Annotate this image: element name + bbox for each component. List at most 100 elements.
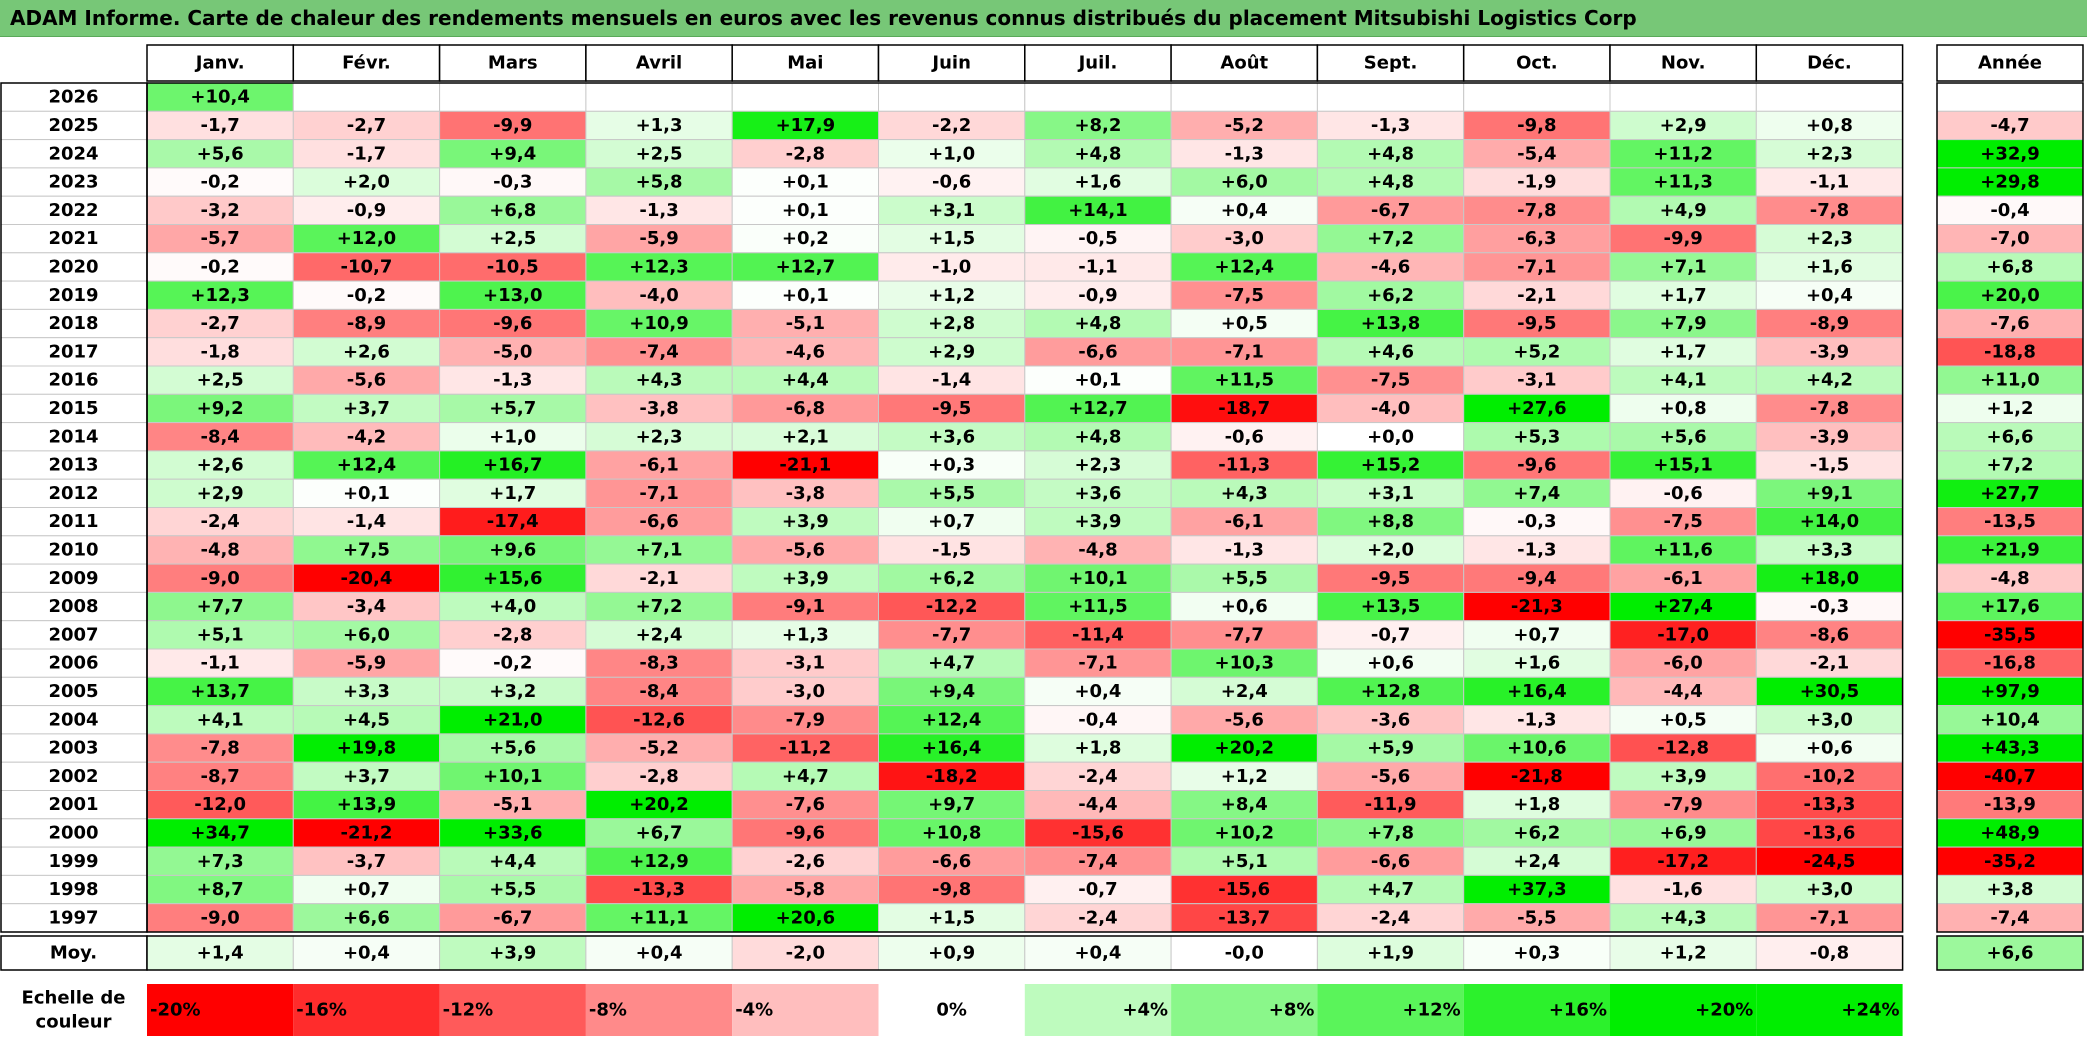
scale-step-label: 0%: [936, 1000, 967, 1021]
heatmap-cell: [1609, 535, 1757, 565]
cell-value: -5,4: [1517, 143, 1556, 164]
cell-value: -21,8: [1511, 766, 1563, 787]
cell-value: +5,5: [1221, 568, 1268, 589]
heatmap-cell: [1170, 365, 1318, 395]
column-header-label: Août: [1220, 53, 1268, 74]
heatmap-cell: [1755, 167, 1904, 197]
cell-value: +3,9: [1660, 766, 1707, 787]
heatmap-cell: [1755, 280, 1904, 310]
annual-cell: [1936, 535, 2084, 565]
heatmap-cell: [292, 620, 441, 650]
cell-value: +12,3: [190, 285, 250, 306]
heatmap-cell: [731, 422, 880, 452]
cell-value: -8,9: [1810, 313, 1849, 334]
cell-value: -3,1: [1517, 370, 1556, 391]
cell-value: -17,2: [1657, 851, 1709, 872]
year-cell: [0, 903, 148, 933]
heatmap-cell: [585, 535, 733, 565]
heatmap-cell: [1316, 167, 1465, 197]
cell-value: +5,5: [928, 483, 975, 504]
heatmap-cell: [585, 337, 733, 367]
heatmap-cell: [439, 620, 587, 650]
year-label: 2026: [48, 87, 98, 108]
heatmap-cell: [146, 591, 294, 622]
cell-value: +16,4: [1507, 681, 1567, 702]
cell-value: +12,4: [1215, 256, 1275, 277]
cell-value: +11,5: [1068, 596, 1128, 617]
cell-value: -7,1: [639, 483, 678, 504]
cell-value: +15,2: [1361, 455, 1421, 476]
heatmap-cell: [1024, 308, 1172, 339]
cell-value: -5,6: [786, 539, 825, 560]
cell-value: -5,1: [786, 313, 825, 334]
cell-value: +11,3: [1653, 172, 1713, 193]
heatmap-cell: [731, 139, 880, 169]
cell-value: +10,2: [1215, 822, 1275, 843]
cell-value: +6,2: [1513, 822, 1560, 843]
cell-value: -0,7: [1371, 624, 1410, 645]
cell-value: -9,1: [786, 596, 825, 617]
heatmap-cell: [439, 648, 587, 678]
heatmap-cell: [1024, 195, 1172, 225]
annual-column-border: [1936, 82, 2084, 933]
cell-value: -4,8: [1078, 539, 1117, 560]
column-header-cell: [1609, 44, 1758, 82]
cell-value: +2,6: [197, 455, 244, 476]
heatmap-cell: [1463, 507, 1611, 537]
cell-value: -7,8: [1810, 200, 1849, 221]
year-cell: [0, 818, 148, 848]
heatmap-cell: [731, 478, 880, 509]
year-label: 2023: [48, 172, 98, 193]
cell-value: +4,2: [1806, 370, 1853, 391]
year-cell: [0, 337, 148, 367]
cell-value: +12,3: [629, 256, 689, 277]
scale-swatch: [585, 984, 733, 1036]
cell-value: +4,7: [782, 766, 829, 787]
heatmap-cell: [439, 167, 587, 197]
cell-value: +1,3: [636, 115, 683, 136]
heatmap-cell: [1170, 337, 1318, 367]
cell-value: +3,1: [928, 200, 975, 221]
heatmap-cell: [1316, 224, 1465, 254]
year-cell: [0, 535, 148, 565]
cell-value: -7,8: [200, 738, 239, 759]
cell-value: -0,6: [932, 172, 971, 193]
scale-swatch: [439, 984, 586, 1036]
annual-value: -35,2: [1984, 851, 2036, 872]
column-header-label: Mai: [787, 53, 823, 74]
year-label: 2024: [48, 143, 98, 164]
cell-value: -7,8: [1810, 398, 1849, 419]
annual-cell: [1936, 478, 2084, 509]
average-label: Moy.: [50, 943, 97, 964]
heatmap-cell: [731, 82, 880, 112]
cell-value: +4,4: [489, 851, 536, 872]
cell-value: -7,4: [1078, 851, 1117, 872]
cell-value: +1,2: [928, 285, 975, 306]
cell-value: -1,6: [1663, 879, 1702, 900]
scale-swatch: [147, 984, 294, 1036]
scale-step-label: +16%: [1549, 1000, 1607, 1021]
cell-value: +5,9: [1367, 738, 1414, 759]
cell-value: +0,0: [1367, 426, 1414, 447]
cell-value: +0,5: [1221, 313, 1268, 334]
cell-value: -3,1: [786, 653, 825, 674]
column-header-label: Juin: [930, 53, 971, 74]
heatmap-cell: [585, 393, 733, 424]
heatmap-cell: [146, 790, 294, 820]
annual-value: -7,4: [1990, 907, 2029, 928]
heatmap-cell: [1316, 308, 1465, 339]
heatmap-cell: [439, 818, 587, 848]
cell-value: -7,8: [1517, 200, 1556, 221]
cell-value: -5,6: [1371, 766, 1410, 787]
cell-value: +14,1: [1068, 200, 1128, 221]
cell-value: -8,3: [639, 653, 678, 674]
heatmap-cell: [1609, 252, 1757, 282]
cell-value: -2,8: [493, 624, 532, 645]
cell-value: +3,9: [782, 511, 829, 532]
cell-value: -2,8: [786, 143, 825, 164]
cell-value: -4,0: [639, 285, 678, 306]
cell-value: +2,4: [1513, 851, 1560, 872]
heatmap-cell: [878, 790, 1026, 820]
cell-value: -2,1: [1810, 653, 1849, 674]
